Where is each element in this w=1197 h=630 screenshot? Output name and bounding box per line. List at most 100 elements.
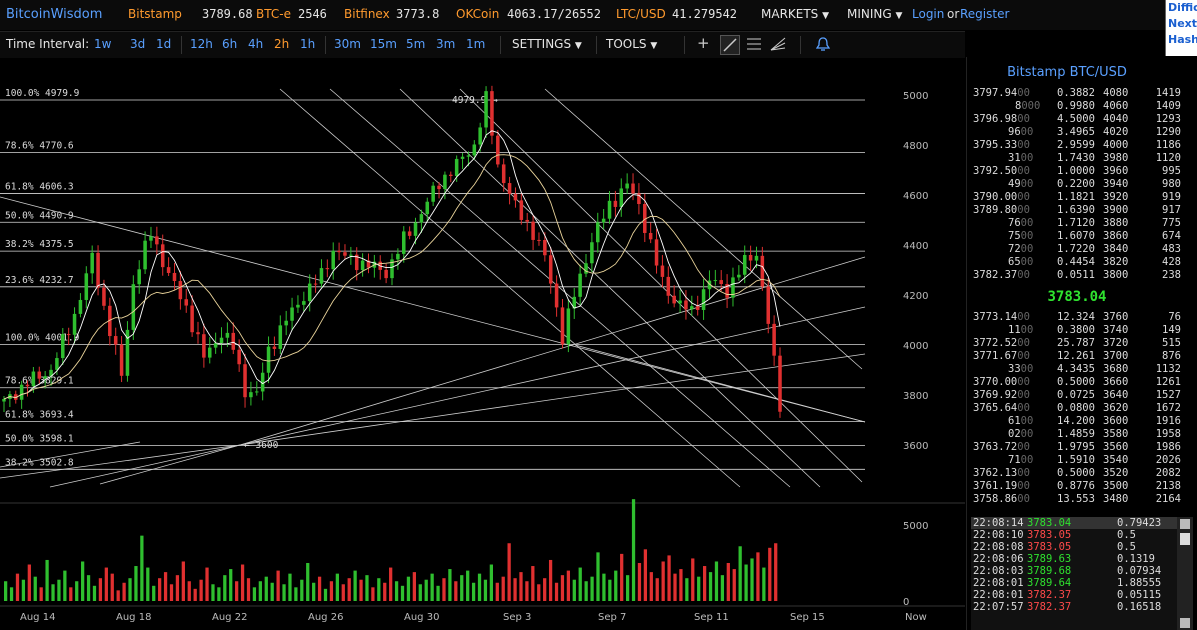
price-chart[interactable]: 100.0% 4979.9 78.6% 4770.6 61.8% 4606.3 50.… (0, 57, 965, 630)
market-name-bitstamp[interactable]: Bitstamp (128, 7, 182, 21)
interval-3d[interactable]: 3d (130, 37, 146, 51)
interval-30m[interactable]: 30m (334, 37, 361, 51)
interval-5m[interactable]: 5m (406, 37, 426, 51)
ask-row[interactable]: 3797.9400 0.3882 4080 1419 (967, 87, 1181, 100)
bid-row[interactable]: 1100 0.3800 3740 149 (967, 324, 1181, 337)
order-cumulative: 76 (1168, 311, 1181, 323)
bid-row[interactable]: 3772.5200 25.787 3720 515 (967, 337, 1181, 350)
candle-body (243, 364, 247, 398)
scroll-up-arrow[interactable] (1180, 519, 1190, 529)
market-name-btce[interactable]: BTC-e (256, 7, 291, 21)
order-price: 3773.1400 (973, 311, 1030, 323)
settings-menu[interactable]: SETTINGS ▼ (512, 37, 582, 51)
brand-logo[interactable]: BitcoinWisdom (6, 7, 103, 22)
bid-row[interactable]: 6100 14.200 3600 1916 (967, 415, 1181, 428)
market-name-ltcusd[interactable]: LTC/USD (616, 7, 666, 21)
scroll-down-arrow[interactable] (1180, 618, 1190, 628)
ask-row[interactable]: 7500 1.6070 3860 674 (967, 230, 1181, 243)
ask-row[interactable]: 3790.0000 1.1821 3920 919 (967, 191, 1181, 204)
trade-row[interactable]: 22:08:08 3783.05 0.5 (971, 541, 1177, 553)
volume-bar (620, 553, 624, 601)
interval-3m[interactable]: 3m (436, 37, 456, 51)
price-axis-tick: 3600 (903, 441, 928, 452)
trade-row[interactable]: 22:08:06 3789.63 0.1319 (971, 553, 1177, 565)
ask-row[interactable]: 8000 0.9980 4060 1409 (967, 100, 1181, 113)
volume-bar (554, 582, 559, 601)
ask-row[interactable]: 3789.8000 1.6390 3900 917 (967, 204, 1181, 217)
volume-bar (667, 555, 671, 601)
ask-row[interactable]: 6500 0.4454 3820 428 (967, 256, 1181, 269)
order-price-dim: 00 (1017, 467, 1030, 479)
ask-row[interactable]: 4900 0.2200 3940 980 (967, 178, 1181, 191)
trade-row[interactable]: 22:08:10 3783.05 0.5 (971, 529, 1177, 541)
market-name-bitfinex[interactable]: Bitfinex (344, 7, 390, 21)
register-link[interactable]: Register (960, 7, 1010, 21)
interval-4h[interactable]: 4h (248, 37, 264, 51)
trades-scrollbar[interactable] (1177, 517, 1193, 630)
crosshair-icon[interactable]: + (697, 34, 710, 52)
fan-icon[interactable] (770, 36, 786, 55)
bid-row[interactable]: 3300 4.3435 3680 1132 (967, 363, 1181, 376)
bid-row[interactable]: 3769.9200 0.0725 3640 1527 (967, 389, 1181, 402)
trade-row[interactable]: 22:08:01 3782.37 0.05115 (971, 589, 1177, 601)
tools-menu[interactable]: TOOLS ▼ (606, 37, 657, 51)
order-price-dim: 00 (1020, 243, 1034, 255)
bid-row[interactable]: 3763.7200 1.9795 3560 1986 (967, 441, 1181, 454)
ask-row[interactable]: 3100 1.7430 3980 1120 (967, 152, 1181, 165)
bid-row[interactable]: 3758.8600 13.553 3480 2164 (967, 493, 1181, 506)
interval-6h[interactable]: 6h (222, 37, 238, 51)
order-cumulative: 1293 (1155, 113, 1181, 125)
interval-12h[interactable]: 12h (190, 37, 213, 51)
interval-1h[interactable]: 1h (300, 37, 316, 51)
interval-1d[interactable]: 1d (156, 37, 172, 51)
fan-line (239, 256, 866, 446)
bid-row[interactable]: 7100 1.5910 3540 2026 (967, 454, 1181, 467)
order-price: 3796.9800 (973, 113, 1030, 125)
ask-row[interactable]: 3782.3700 0.0511 3800 238 (967, 269, 1181, 282)
interval-2h[interactable]: 2h (274, 37, 290, 51)
bid-row[interactable]: 3761.1900 0.8776 3500 2138 (967, 480, 1181, 493)
ask-row[interactable]: 7200 1.7220 3840 483 (967, 243, 1181, 256)
order-cumulative: 238 (1162, 269, 1181, 281)
candle-body (631, 183, 635, 194)
trendline-icon[interactable] (720, 35, 740, 55)
ask-row[interactable]: 3796.9800 4.5000 4040 1293 (967, 113, 1181, 126)
chevron-down-icon: ▼ (822, 11, 830, 21)
order-cumulative: 1958 (1155, 428, 1181, 440)
interval-1w[interactable]: 1w (94, 37, 112, 51)
trade-row[interactable]: 22:08:01 3789.64 1.88555 (971, 577, 1177, 589)
volume-bar (98, 578, 103, 601)
order-level: 3980 (1103, 152, 1129, 164)
ask-row[interactable]: 7600 1.7120 3880 775 (967, 217, 1181, 230)
login-link[interactable]: Login (912, 7, 945, 21)
trade-row[interactable]: 22:07:57 3782.37 0.16518 (971, 601, 1177, 613)
order-amount: 1.6070 (1057, 230, 1095, 242)
interval-15m[interactable]: 15m (370, 37, 397, 51)
bid-row[interactable]: 0200 1.4859 3580 1958 (967, 428, 1181, 441)
bid-row[interactable]: 3762.1300 0.5000 3520 2082 (967, 467, 1181, 480)
candle-body (384, 269, 388, 279)
ask-row[interactable]: 9600 3.4965 4020 1290 (967, 126, 1181, 139)
alarm-icon[interactable] (815, 36, 831, 55)
fib-lines-icon[interactable] (746, 36, 762, 55)
market-name-okcoin[interactable]: OKCoin (456, 7, 500, 21)
bid-row[interactable]: 3770.0000 0.5000 3660 1261 (967, 376, 1181, 389)
interval-1m[interactable]: 1m (466, 37, 486, 51)
bid-row[interactable]: 3773.1400 12.324 3760 76 (967, 311, 1181, 324)
markets-menu[interactable]: MARKETS ▼ (761, 7, 829, 21)
scroll-thumb[interactable] (1180, 533, 1190, 545)
candle-body (296, 304, 300, 308)
trade-row[interactable]: 22:08:03 3789.68 0.07934 (971, 565, 1177, 577)
trades-list[interactable]: 22:08:14 3783.04 0.79423 22:08:10 3783.05 0.5… (971, 517, 1177, 630)
order-price-dim: 00 (1017, 269, 1030, 281)
volume-bar (691, 558, 695, 601)
bid-row[interactable]: 3765.6400 0.0800 3620 1672 (967, 402, 1181, 415)
fib-level-label: 78.6% 4770.6 (5, 140, 74, 151)
volume-bar (655, 578, 659, 601)
time-axis-tick: Aug 30 (404, 612, 439, 623)
trade-row[interactable]: 22:08:14 3783.04 0.79423 (971, 517, 1177, 529)
mining-menu[interactable]: MINING ▼ (847, 7, 902, 21)
ask-row[interactable]: 3795.3300 2.9599 4000 1186 (967, 139, 1181, 152)
bid-row[interactable]: 3771.6700 12.261 3700 876 (967, 350, 1181, 363)
ask-row[interactable]: 3792.5000 1.0000 3960 995 (967, 165, 1181, 178)
